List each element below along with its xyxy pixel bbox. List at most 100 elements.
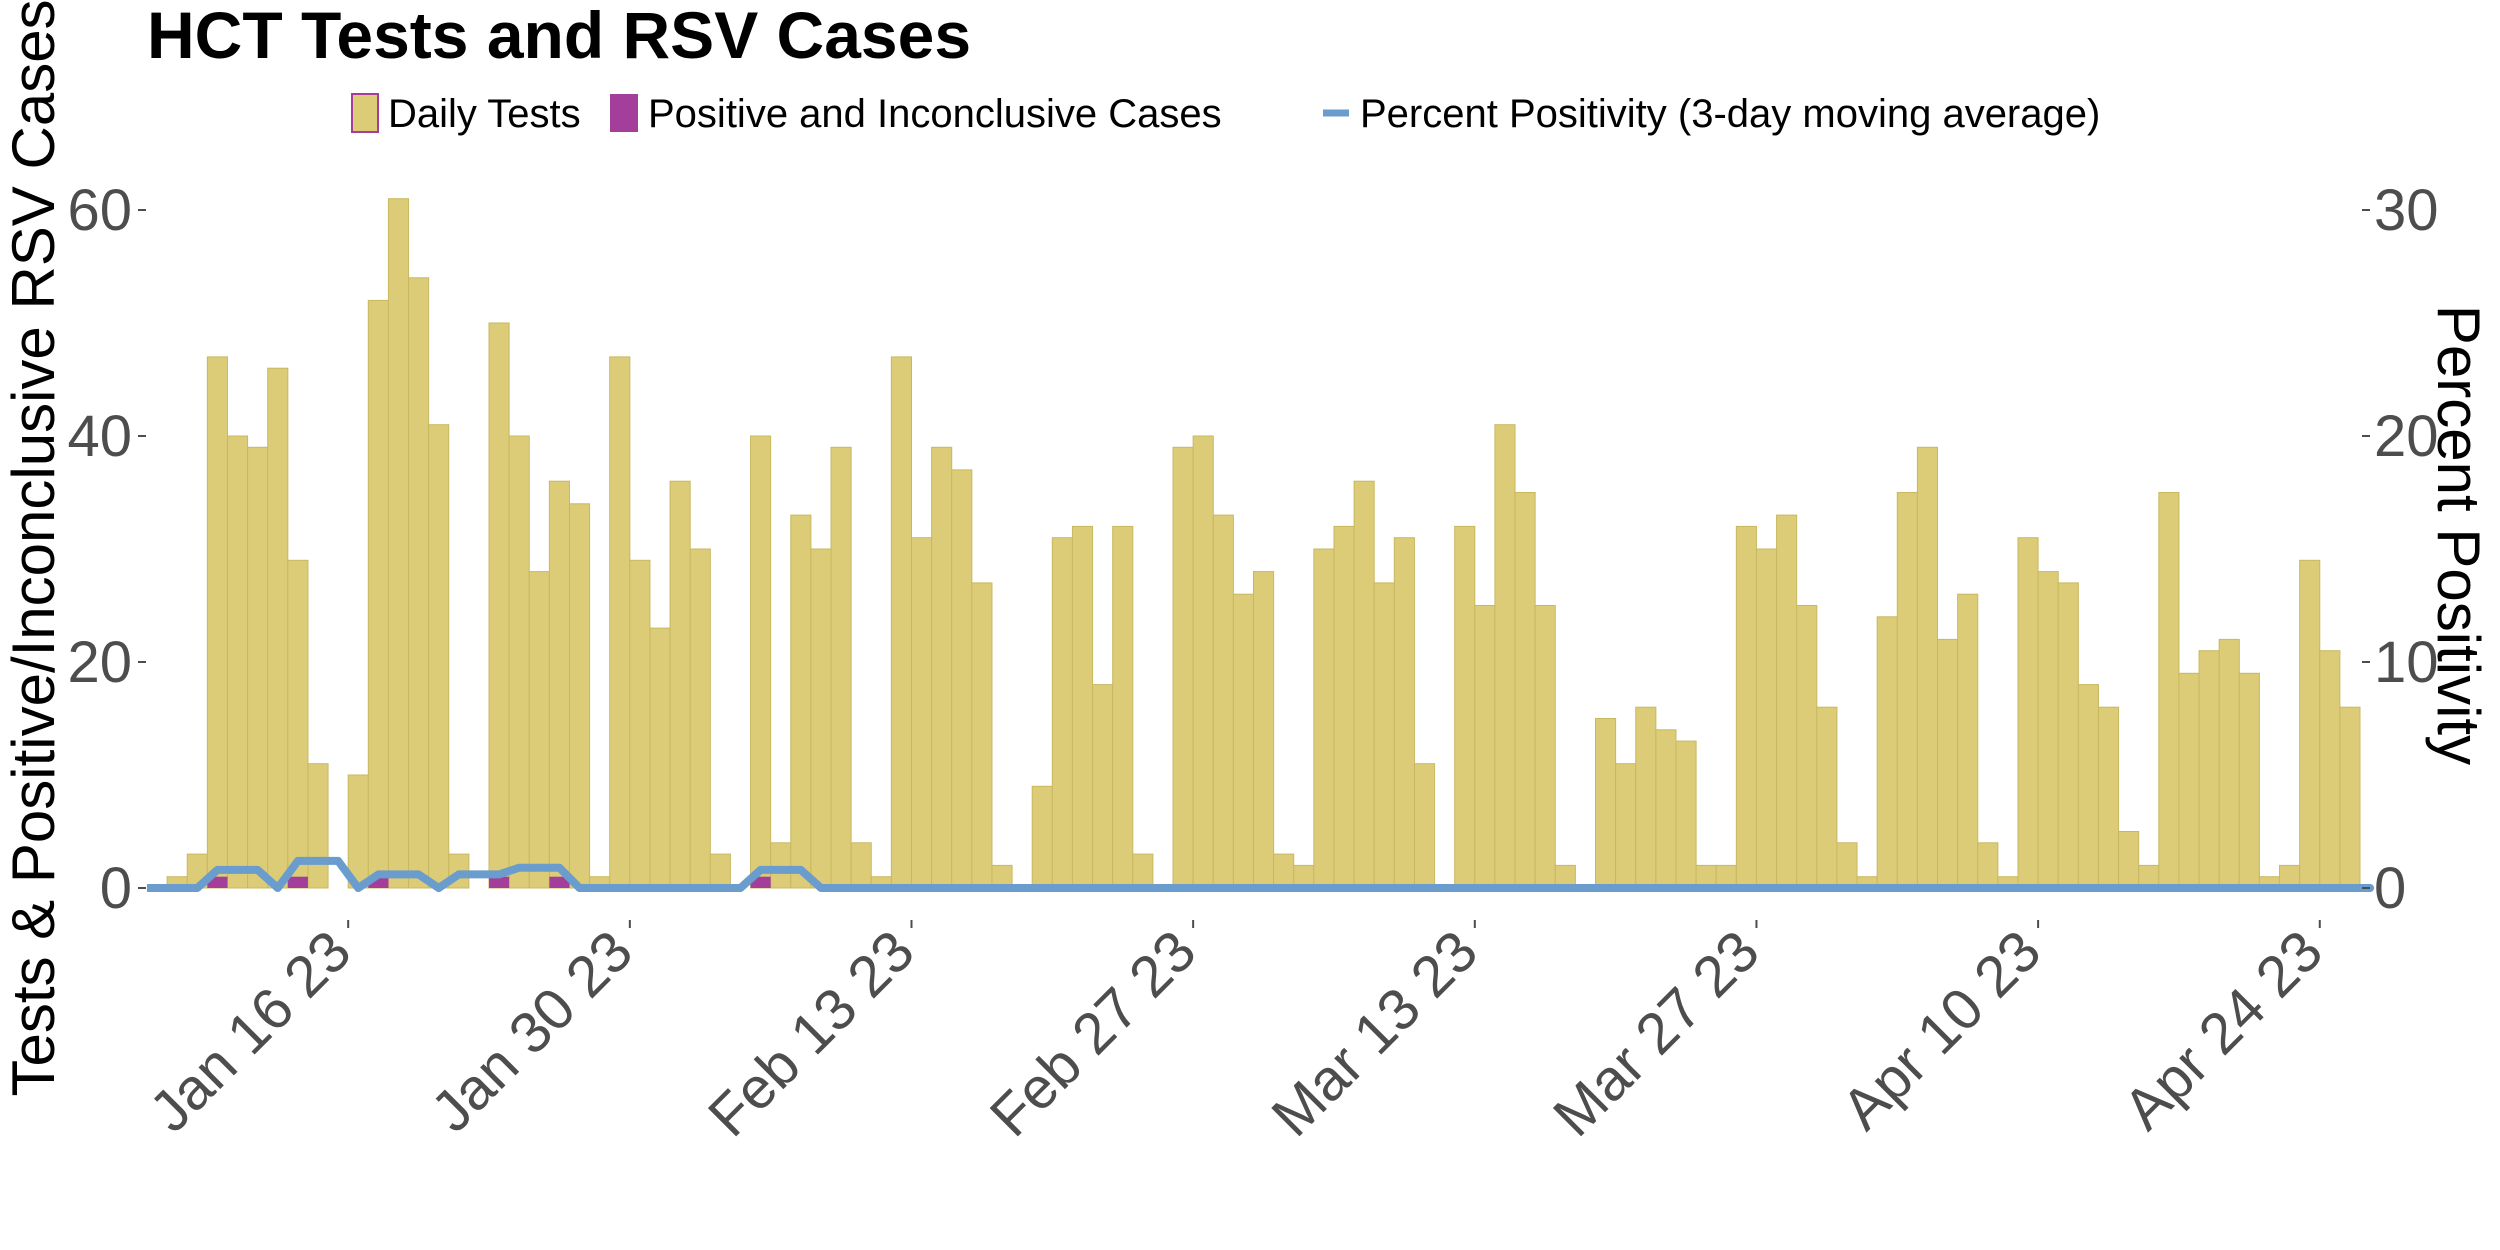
daily-tests-bar [367, 299, 389, 889]
daily-tests-bar [1977, 842, 1999, 889]
daily-tests-bar [1413, 763, 1436, 889]
daily-tests-bar [1192, 435, 1214, 889]
daily-tests-bar [1454, 525, 1476, 889]
daily-tests-bar [528, 571, 550, 889]
daily-tests-bar [2118, 831, 2140, 889]
right-y-axis: 0 10 20 30 [2362, 178, 2439, 921]
daily-tests-bar [2238, 672, 2260, 889]
y-tick-label: 40 [67, 404, 132, 469]
daily-tests-bar [1816, 706, 1838, 889]
daily-tests-bar [1172, 446, 1194, 889]
y-axis-title: Tests & Positive/Inconclusive RSV Cases [0, 0, 67, 1097]
daily-tests-bars [166, 198, 2361, 889]
legend-swatch-daily-tests [351, 93, 379, 133]
daily-tests-bar [1796, 605, 1818, 889]
daily-tests-bar [1836, 842, 1858, 889]
daily-tests-bar [830, 446, 852, 889]
daily-tests-bar [1675, 740, 1697, 889]
daily-tests-bar [1132, 853, 1154, 889]
daily-tests-bar [910, 537, 933, 889]
legend-label-daily-tests: Daily Tests [388, 92, 581, 136]
daily-tests-bar [1655, 729, 1677, 889]
x-tick-label: Feb 13 23 [696, 918, 927, 1149]
daily-tests-bar [408, 277, 430, 889]
x-tick-label: Mar 13 23 [1259, 918, 1490, 1149]
daily-tests-bar [850, 842, 872, 889]
daily-tests-bar [1514, 492, 1536, 889]
daily-tests-bar [1273, 853, 1295, 889]
daily-tests-bar [508, 435, 530, 889]
y2-tick-label: 10 [2374, 630, 2439, 695]
daily-tests-bar [1212, 514, 1234, 889]
daily-tests-bar [2178, 672, 2200, 889]
daily-tests-bar [2299, 559, 2321, 889]
daily-tests-bar [1957, 593, 1979, 889]
daily-tests-bar [1534, 605, 1556, 889]
daily-tests-bar [1474, 605, 1496, 889]
cases-bar [750, 876, 771, 888]
daily-tests-bar [810, 548, 832, 889]
daily-tests-bar [1776, 514, 1798, 889]
daily-tests-bar [1232, 593, 1255, 889]
daily-tests-bar [1092, 684, 1114, 889]
daily-tests-bar [609, 356, 631, 889]
daily-tests-bar [2218, 638, 2240, 889]
daily-tests-bar [226, 435, 249, 889]
legend-swatch-cases [610, 94, 638, 132]
daily-tests-bar [770, 842, 792, 889]
x-tick-label: Apr 10 23 [1829, 918, 2053, 1142]
x-axis: Jan 16 23 Jan 30 23 Feb 13 23 Feb 27 23 Mar … [137, 918, 2335, 1149]
legend: Daily Tests Positive and Inconclusive Ca… [351, 92, 2100, 136]
cases-bars [207, 876, 771, 888]
daily-tests-bar [287, 559, 309, 889]
daily-tests-bar [1313, 548, 1335, 889]
daily-tests-bar [568, 503, 591, 889]
y-tick-label: 60 [67, 178, 132, 243]
daily-tests-bar [1373, 582, 1395, 889]
daily-tests-bar [2319, 650, 2341, 889]
legend-label-cases: Positive and Inconclusive Cases [648, 92, 1222, 136]
daily-tests-bar [1071, 525, 1094, 889]
daily-tests-bar [1253, 571, 1275, 889]
daily-tests-bar [629, 559, 651, 889]
legend-label-positivity: Percent Positivity (3-day moving average… [1360, 92, 2100, 136]
x-tick-label: Feb 27 23 [978, 918, 1209, 1149]
daily-tests-bar [2158, 492, 2180, 889]
daily-tests-bar [790, 514, 812, 889]
daily-tests-bar [1333, 525, 1355, 889]
daily-tests-bar [2339, 706, 2361, 889]
cases-bar [489, 876, 510, 888]
daily-tests-bar [669, 480, 691, 889]
daily-tests-bar [2198, 650, 2220, 889]
daily-tests-bar [1595, 718, 1617, 889]
daily-tests-bar [548, 480, 570, 889]
daily-tests-bar [1615, 763, 1637, 889]
daily-tests-bar [2037, 571, 2059, 889]
daily-tests-bar [709, 853, 731, 889]
left-y-axis: 0 20 40 60 [67, 178, 146, 921]
daily-tests-bar [1755, 548, 1778, 889]
daily-tests-bar [1353, 480, 1375, 889]
daily-tests-bar [1896, 492, 1918, 889]
daily-tests-bar [488, 322, 510, 889]
positivity-line [147, 856, 2375, 892]
daily-tests-bar [1937, 638, 1959, 889]
daily-tests-bar [1031, 785, 1053, 889]
daily-tests-bar [307, 763, 329, 889]
daily-tests-bar [387, 198, 410, 889]
y2-tick-label: 20 [2374, 404, 2439, 469]
y2-tick-label: 30 [2374, 178, 2439, 243]
daily-tests-bar [1051, 537, 1073, 889]
daily-tests-bar [347, 774, 369, 889]
daily-tests-bar [1112, 525, 1134, 889]
daily-tests-bar [890, 356, 912, 889]
daily-tests-bar [428, 424, 450, 889]
x-tick-label: Jan 16 23 [137, 918, 363, 1144]
daily-tests-bar [689, 548, 711, 889]
daily-tests-bar [2017, 537, 2039, 889]
daily-tests-bar [1393, 537, 1415, 889]
daily-tests-bar [971, 582, 993, 889]
y-tick-label: 20 [67, 630, 132, 695]
cases-bar [549, 876, 570, 888]
